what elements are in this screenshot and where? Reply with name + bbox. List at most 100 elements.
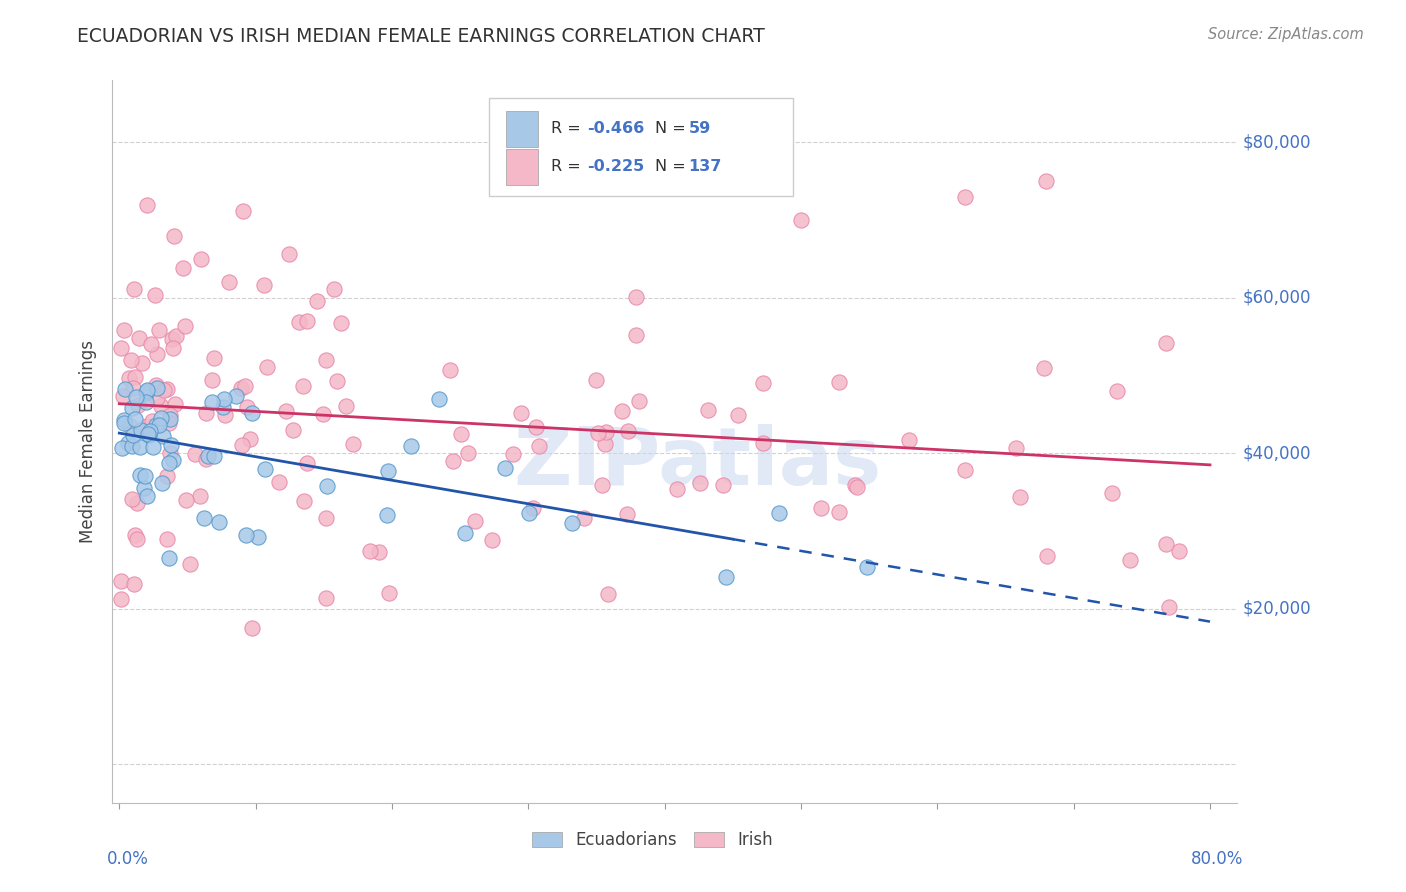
Text: ECUADORIAN VS IRISH MEDIAN FEMALE EARNINGS CORRELATION CHART: ECUADORIAN VS IRISH MEDIAN FEMALE EARNIN… [77,27,765,45]
Point [810,501,832,516]
Point [145,347,167,361]
Point [953,190,976,204]
Point [312,407,335,421]
Point [212,392,235,407]
Point [844,477,866,491]
Point [1154,537,1177,551]
Text: ZIPatlas: ZIPatlas [513,425,882,502]
Point [122,428,145,442]
Point [152,428,174,442]
Point [162,453,184,467]
Point [305,294,328,309]
Point [457,446,479,460]
Point [124,527,146,541]
Point [610,404,633,418]
Point [110,341,132,355]
Text: R =: R = [551,121,586,136]
Point [121,439,143,453]
Point [159,408,181,422]
Point [190,252,212,266]
Point [1156,335,1178,350]
Point [256,359,278,374]
Point [156,469,179,483]
Point [174,493,197,508]
Text: R =: R = [551,160,586,175]
Point [129,423,152,437]
Point [157,456,180,470]
Point [165,397,187,411]
Text: Source: ZipAtlas.com: Source: ZipAtlas.com [1208,27,1364,42]
Point [132,481,155,495]
Point [195,452,218,467]
Point [120,353,142,368]
Point [335,400,357,414]
Point [142,440,165,454]
Point [953,463,976,477]
Point [188,489,211,503]
Point [856,560,879,574]
Point [120,419,142,434]
Point [1004,441,1026,455]
Point [315,352,337,367]
Point [157,550,180,565]
Point [1008,490,1031,504]
Point [628,393,651,408]
Point [121,401,143,416]
Point [150,475,173,490]
Point [233,379,256,393]
Point [626,290,648,304]
Point [326,374,349,388]
Point [585,373,607,387]
Point [323,282,346,296]
Point [561,516,583,531]
Point [751,436,773,450]
Point [572,511,595,525]
Point [292,494,315,508]
Point [527,439,550,453]
Text: 59: 59 [689,121,710,136]
Point [377,464,399,478]
Point [110,591,132,606]
Point [163,228,186,243]
Text: $20,000: $20,000 [1243,599,1312,617]
Point [129,468,152,483]
Point [727,408,749,422]
Point [359,544,381,558]
Text: -0.466: -0.466 [588,121,644,136]
Point [689,475,711,490]
Point [136,384,159,398]
FancyBboxPatch shape [506,111,537,147]
Point [179,557,201,571]
Point [768,506,790,520]
Point [159,445,181,459]
Point [828,375,851,389]
Point [125,496,148,510]
Point [522,500,544,515]
Point [596,587,619,601]
Text: 0.0%: 0.0% [107,850,149,868]
Point [295,456,318,470]
Text: N =: N = [655,121,690,136]
Point [156,382,179,396]
Point [1118,552,1140,566]
Text: $60,000: $60,000 [1243,289,1312,307]
Y-axis label: Median Female Earnings: Median Female Earnings [79,340,97,543]
Text: $80,000: $80,000 [1243,134,1312,152]
Point [118,370,141,384]
Point [122,577,145,591]
Point [225,389,247,403]
Point [145,378,167,392]
Point [283,423,305,437]
Point [134,469,156,483]
Point [254,461,277,475]
Point [624,328,647,343]
Point [269,475,291,489]
Point [595,425,617,439]
Text: 137: 137 [689,160,721,175]
Point [246,530,269,544]
Point [427,392,450,406]
Point [288,316,311,330]
Point [509,407,531,421]
Text: -0.225: -0.225 [588,160,644,175]
Point [292,379,315,393]
